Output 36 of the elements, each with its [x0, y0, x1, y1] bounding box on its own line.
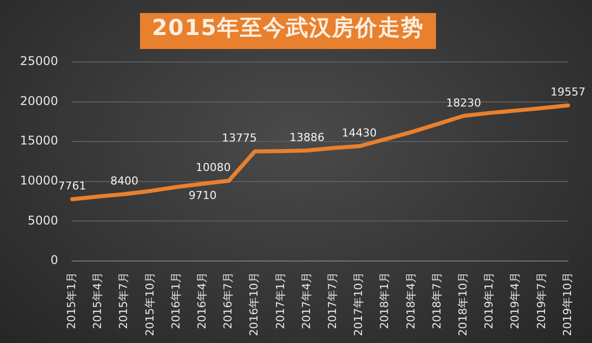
x-tick-label: 2017年7月: [326, 272, 339, 330]
x-tick-label: 2019年1月: [482, 272, 496, 330]
x-tick-label: 2019年10月: [560, 272, 574, 336]
data-label: 13886: [290, 130, 325, 144]
x-tick-label: 2016年1月: [169, 272, 182, 330]
x-tick-label: 2015年4月: [91, 272, 104, 330]
data-label: 19557: [550, 86, 586, 99]
y-tick-label: 25000: [20, 54, 58, 68]
y-tick-label: 0: [50, 253, 58, 268]
x-tick-label: 2016年7月: [222, 272, 235, 330]
data-label: 8400: [110, 174, 138, 188]
data-label: 7761: [58, 180, 86, 193]
x-tick-label: 2017年4月: [300, 272, 313, 330]
x-tick-label: 2015年1月: [65, 272, 78, 330]
data-label: 9710: [188, 189, 217, 202]
chart-title: 2015年至今武汉房价走势: [140, 13, 436, 49]
x-tick-label: 2018年7月: [430, 272, 444, 330]
data-label: 18230: [446, 96, 482, 110]
y-tick-label: 15000: [20, 134, 58, 148]
data-label: 10080: [196, 161, 231, 174]
x-tick-label: 2016年4月: [196, 272, 209, 330]
x-tick-label: 2016年10月: [248, 272, 261, 336]
x-tick-label: 2019年4月: [508, 272, 522, 330]
y-tick-label: 10000: [20, 174, 58, 188]
x-tick-label: 2017年1月: [274, 272, 287, 330]
y-tick-label: 20000: [20, 94, 58, 108]
x-tick-label: 2019年7月: [534, 272, 548, 330]
x-tick-label: 2017年10月: [352, 272, 366, 336]
x-tick-label: 2018年1月: [378, 272, 392, 330]
x-tick-label: 2018年10月: [456, 272, 470, 336]
data-label: 13775: [222, 132, 257, 145]
x-tick-label: 2015年10月: [143, 272, 156, 336]
x-tick-label: 2018年4月: [404, 272, 418, 330]
x-tick-label: 2015年7月: [117, 272, 130, 330]
y-tick-label: 5000: [28, 213, 58, 228]
data-label: 14430: [342, 126, 377, 140]
